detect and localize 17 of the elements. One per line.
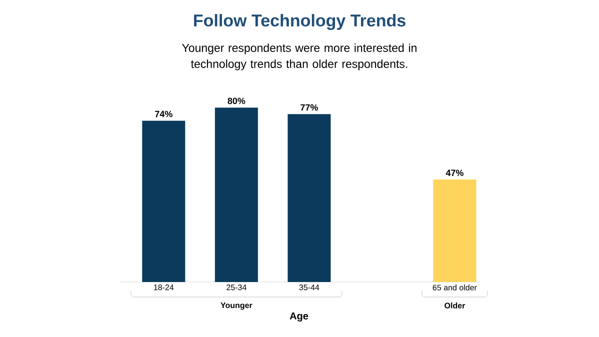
data-label: 80% bbox=[228, 98, 246, 104]
chart-title: Follow Technology Trends bbox=[194, 14, 406, 30]
text: Younger bbox=[220, 302, 252, 310]
x-tick-label: 65 and older bbox=[432, 284, 477, 290]
x-tick-label: 18-24 bbox=[154, 284, 174, 290]
text: Older bbox=[444, 302, 466, 308]
x-tick-label: 35-44 bbox=[299, 284, 320, 290]
bar bbox=[433, 180, 476, 282]
data-label: 77% bbox=[300, 104, 318, 111]
data-label: 74% bbox=[155, 110, 172, 118]
x-axis-title: Age bbox=[290, 312, 308, 322]
x-tick-label: 25-34 bbox=[226, 284, 246, 290]
bar bbox=[142, 120, 186, 282]
bar bbox=[288, 114, 331, 282]
chart-subtitle: Younger respondents were more interested in technology trends than older respondents. bbox=[182, 44, 416, 70]
bar bbox=[214, 108, 258, 282]
data-label: 47% bbox=[446, 170, 464, 176]
